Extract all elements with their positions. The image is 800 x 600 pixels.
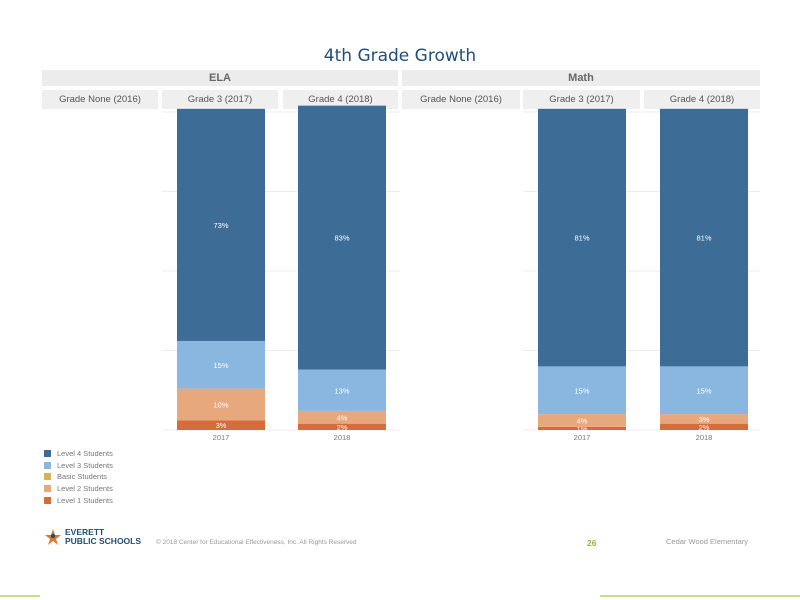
legend-item: Level 2 Students bbox=[44, 483, 113, 495]
page-number: 26 bbox=[587, 538, 597, 548]
bar-segment bbox=[177, 420, 265, 430]
column-header: Grade None (2016) bbox=[402, 90, 520, 109]
data-label: 15% bbox=[213, 361, 228, 370]
legend-swatch bbox=[44, 496, 51, 504]
logo-line-1: EVERETT bbox=[65, 527, 105, 537]
legend-swatch bbox=[44, 485, 51, 493]
bar-segment bbox=[660, 423, 748, 430]
bar-segment bbox=[538, 426, 626, 430]
footer-accent-line bbox=[0, 595, 40, 597]
column-header: Grade 4 (2018) bbox=[644, 90, 760, 109]
x-tick-label: 2017 bbox=[213, 433, 230, 442]
legend-item: Level 1 Students bbox=[44, 494, 113, 506]
data-label: 73% bbox=[213, 221, 228, 230]
data-label: 4% bbox=[577, 416, 588, 425]
data-label: 83% bbox=[334, 234, 349, 243]
page-title: 4th Grade Growth bbox=[323, 46, 477, 66]
bar-segment bbox=[538, 108, 626, 367]
legend-label: Basic Students bbox=[57, 472, 108, 482]
data-label: 81% bbox=[574, 234, 589, 243]
data-label: 10% bbox=[213, 401, 228, 410]
bar-segment bbox=[660, 108, 748, 367]
bar-segment bbox=[177, 388, 265, 421]
legend-label: Level 3 Students bbox=[57, 460, 113, 470]
legend-swatch bbox=[44, 473, 51, 481]
subject-header-ela: ELA bbox=[42, 70, 398, 86]
bar-segment bbox=[660, 414, 748, 424]
legend-item: Level 3 Students bbox=[44, 460, 113, 472]
bar-segment bbox=[298, 410, 386, 424]
bar-segment bbox=[298, 369, 386, 411]
legend-item: Level 4 Students bbox=[44, 448, 113, 460]
bar-segment bbox=[298, 105, 386, 370]
data-label: 2% bbox=[699, 423, 710, 432]
x-tick-label: 2018 bbox=[696, 433, 713, 442]
legend-swatch bbox=[44, 450, 51, 458]
column-header: Grade 4 (2018) bbox=[283, 90, 398, 109]
school-name: Cedar Wood Elementary bbox=[666, 537, 748, 546]
column-header: Grade 3 (2017) bbox=[162, 90, 278, 109]
column-header: Grade 3 (2017) bbox=[523, 90, 640, 109]
bar-segment bbox=[177, 340, 265, 389]
x-tick-label: 2018 bbox=[334, 433, 351, 442]
bar-segment bbox=[538, 414, 626, 427]
bar-segment bbox=[298, 423, 386, 430]
copyright-text: © 2018 Center for Educational Effectiven… bbox=[156, 539, 357, 546]
bar-segment bbox=[660, 366, 748, 415]
subject-header-math: Math bbox=[402, 70, 760, 86]
bar-segment bbox=[177, 108, 265, 341]
data-label: 4% bbox=[337, 413, 348, 422]
data-label: 1% bbox=[577, 424, 588, 433]
legend-label: Level 2 Students bbox=[57, 484, 113, 494]
data-label: 2% bbox=[337, 423, 348, 432]
legend-swatch bbox=[44, 461, 51, 469]
data-label: 81% bbox=[696, 234, 711, 243]
footer-accent-line bbox=[600, 595, 800, 597]
legend-label: Level 4 Students bbox=[57, 449, 113, 459]
data-label: 15% bbox=[696, 386, 711, 395]
column-header: Grade None (2016) bbox=[42, 90, 158, 109]
data-label: 3% bbox=[699, 415, 710, 424]
data-label: 15% bbox=[574, 386, 589, 395]
logo-line-2: PUBLIC SCHOOLS bbox=[65, 536, 142, 546]
data-label: 3% bbox=[216, 421, 227, 430]
district-logo: EVERETT PUBLIC SCHOOLS bbox=[44, 528, 141, 546]
legend-item: Basic Students bbox=[44, 471, 113, 483]
x-tick-label: 2017 bbox=[574, 433, 591, 442]
data-label: 13% bbox=[334, 386, 349, 395]
legend-label: Level 1 Students bbox=[57, 495, 113, 505]
bar-segment bbox=[538, 366, 626, 415]
legend: Level 4 Students Level 3 Students Basic … bbox=[44, 448, 113, 506]
star-person-icon bbox=[45, 529, 61, 545]
